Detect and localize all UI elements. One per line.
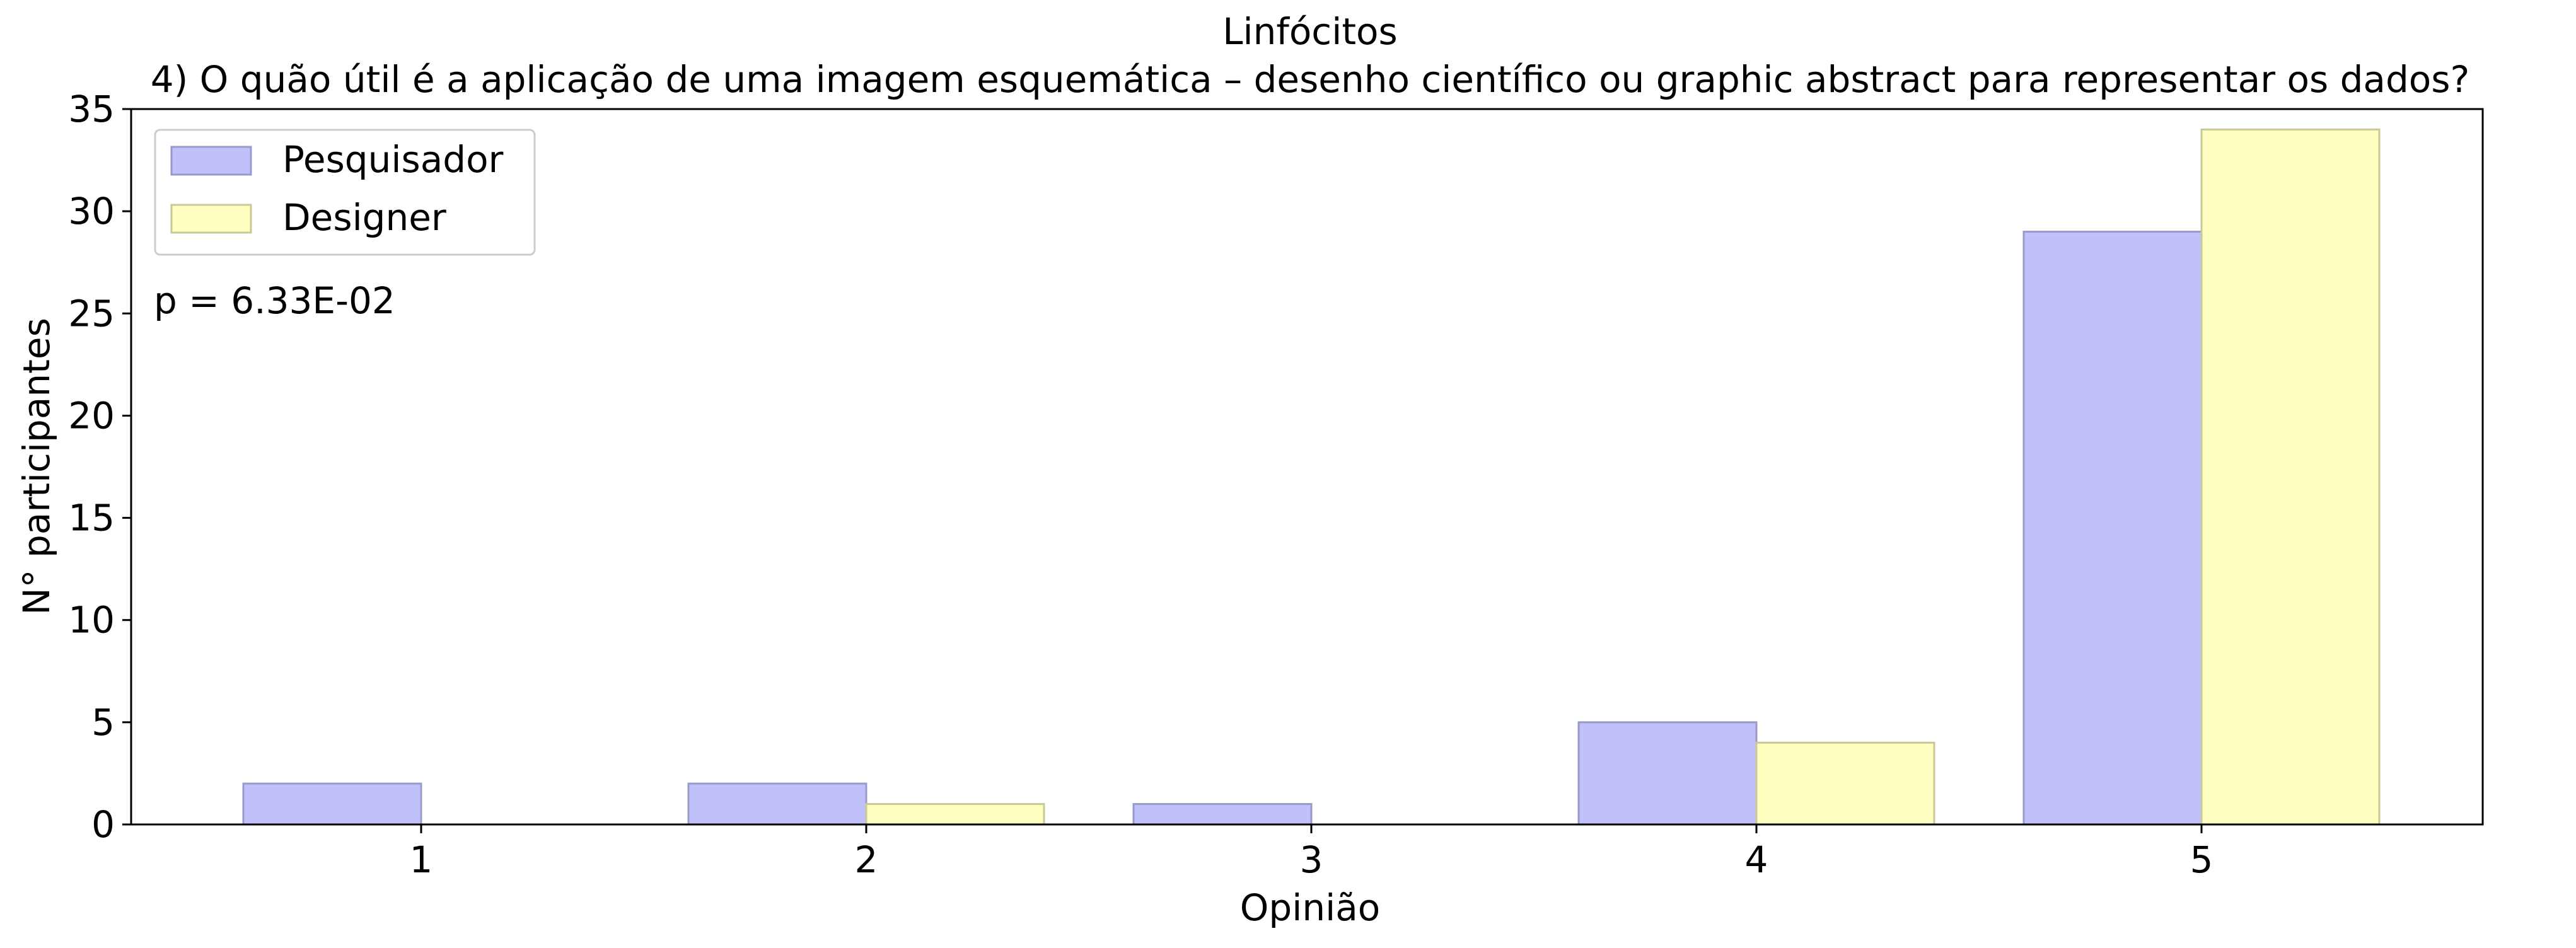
y-axis-label: N° participantes <box>15 318 58 615</box>
bar-pesquisador-4 <box>1577 721 1758 826</box>
legend: Pesquisador Designer <box>154 129 536 256</box>
x-tick-label: 3 <box>1300 838 1323 881</box>
x-tick-label: 5 <box>2190 838 2213 881</box>
legend-swatch-pesquisador <box>170 146 252 176</box>
legend-swatch-designer <box>170 204 252 234</box>
plot-frame <box>130 108 2484 826</box>
y-tick-label: 25 <box>68 292 115 335</box>
bar-designer-4 <box>1755 741 1935 826</box>
chart-subtitle: 4) O quão útil é a aplicação de uma imag… <box>151 58 2470 101</box>
legend-label-pesquisador: Pesquisador <box>282 138 504 181</box>
bar-pesquisador-2 <box>687 782 867 826</box>
x-axis: 1 2 3 4 5 <box>410 824 2213 881</box>
y-tick-label: 10 <box>68 599 115 642</box>
bars-layer <box>242 128 2381 826</box>
p-value-annotation: p = 6.33E-02 <box>154 279 395 322</box>
bar-designer-5 <box>2200 128 2381 826</box>
y-tick-label: 30 <box>68 190 115 233</box>
legend-label-designer: Designer <box>282 196 446 239</box>
y-axis: 0 5 10 15 20 25 30 35 <box>68 88 131 846</box>
bar-pesquisador-3 <box>1132 803 1313 826</box>
x-tick-label: 2 <box>855 838 878 881</box>
bar-designer-2 <box>865 803 1045 826</box>
bar-pesquisador-5 <box>2022 231 2203 826</box>
y-tick-label: 35 <box>68 88 115 130</box>
bar-pesquisador-1 <box>242 782 422 826</box>
y-tick-label: 20 <box>68 394 115 437</box>
x-tick-label: 1 <box>410 838 433 881</box>
y-tick-label: 0 <box>91 803 115 846</box>
x-tick-label: 4 <box>1745 838 1768 881</box>
y-tick-label: 5 <box>91 701 115 744</box>
x-axis-label: Opinião <box>1240 886 1380 929</box>
y-tick-label: 15 <box>68 497 115 540</box>
chart-title: Linfócitos <box>1222 10 1398 53</box>
